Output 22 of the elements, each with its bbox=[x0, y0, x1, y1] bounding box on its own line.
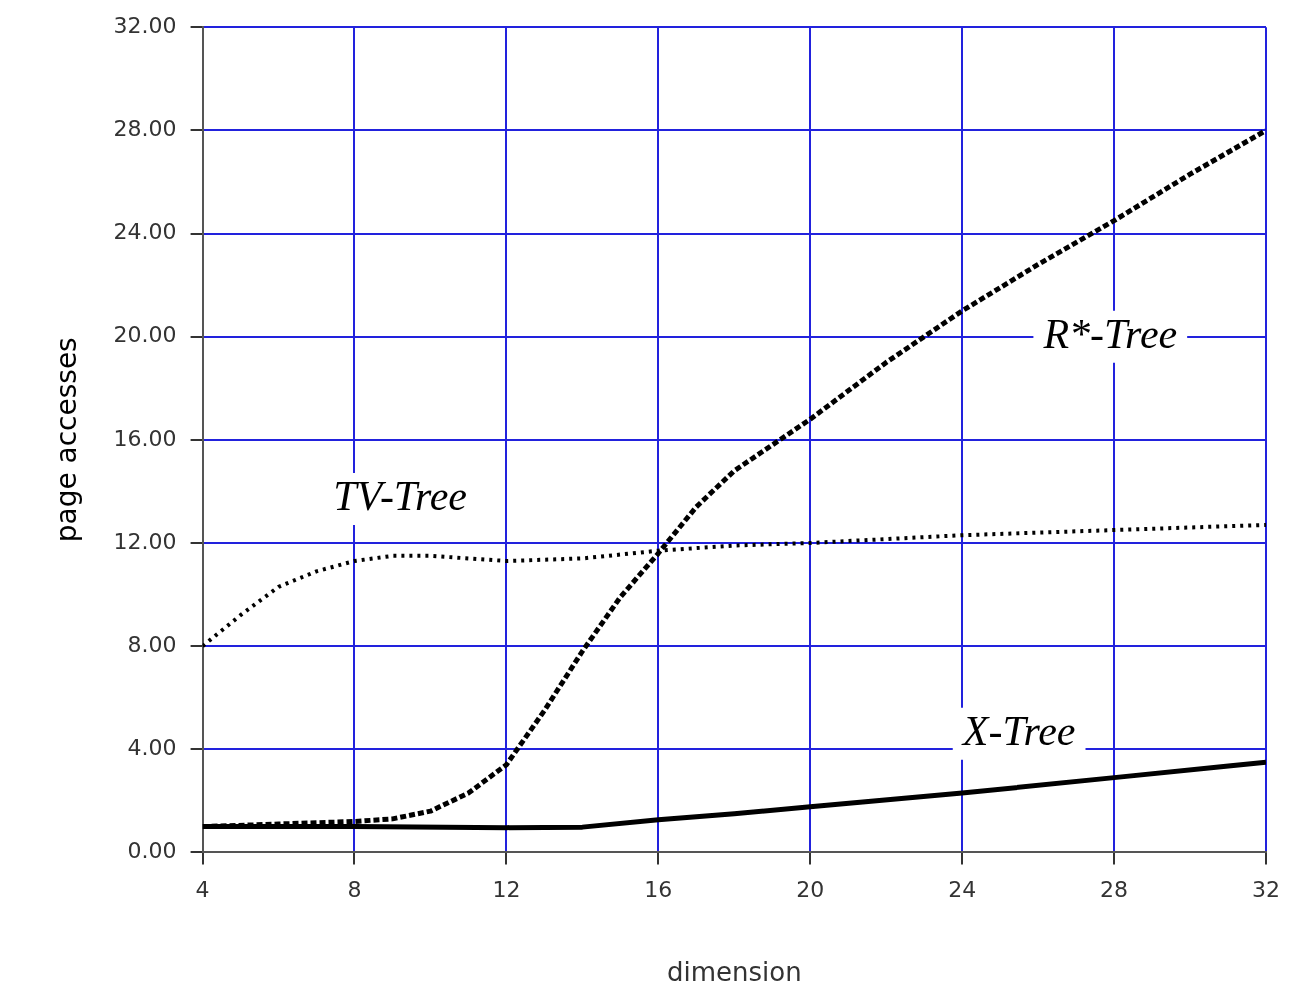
x-tick-label: 12 bbox=[492, 877, 521, 903]
y-tick-label: 16.00 bbox=[113, 425, 177, 451]
x-tick-label: 4 bbox=[195, 877, 210, 903]
y-tick-label: 12.00 bbox=[113, 528, 177, 554]
y-tick-label: 4.00 bbox=[127, 734, 177, 760]
y-tick-label: 28.00 bbox=[113, 116, 177, 142]
y-tick-label: 20.00 bbox=[113, 322, 177, 348]
series-label: TV-Tree bbox=[333, 473, 467, 520]
x-tick-label: 28 bbox=[1100, 877, 1129, 903]
y-axis-title: page accesses bbox=[50, 337, 84, 543]
x-tick-label: 8 bbox=[347, 877, 362, 903]
series-label: R*-Tree bbox=[1042, 310, 1178, 357]
x-tick-label: 16 bbox=[644, 877, 673, 903]
x-tick-label: 24 bbox=[948, 877, 977, 903]
x-tick-label: 32 bbox=[1252, 877, 1280, 903]
y-tick-label: 0.00 bbox=[127, 838, 177, 864]
x-tick-label: 20 bbox=[796, 877, 825, 903]
x-axis-title: dimension bbox=[666, 957, 802, 988]
series-label: X-Tree bbox=[960, 707, 1076, 754]
y-tick-label: 32.00 bbox=[113, 12, 177, 38]
y-tick-label: 8.00 bbox=[127, 631, 177, 657]
y-tick-label: 24.00 bbox=[113, 219, 177, 245]
